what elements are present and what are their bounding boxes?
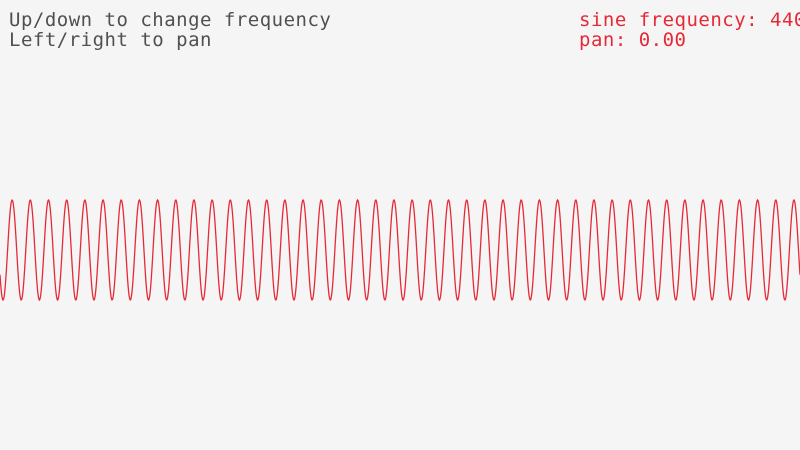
- instruction-frequency: Up/down to change frequency: [9, 9, 332, 31]
- pan-readout: pan: 0.00: [579, 29, 687, 51]
- sine-waveform: [0, 198, 800, 302]
- frequency-readout: sine frequency: 440: [579, 9, 800, 31]
- instruction-pan: Left/right to pan: [9, 29, 212, 51]
